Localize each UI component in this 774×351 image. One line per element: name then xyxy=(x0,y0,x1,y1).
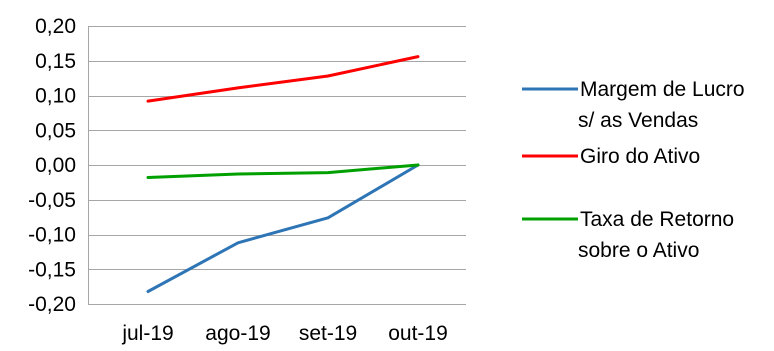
x-tick-label: jul-19 xyxy=(121,322,173,345)
legend-label: sobre o Ativo xyxy=(578,239,699,262)
x-tick-label: ago-19 xyxy=(205,322,270,345)
legend-label: Giro do Ativo xyxy=(580,145,700,168)
legend-label: Taxa de Retorno xyxy=(580,208,734,231)
y-tick-label: 0,05 xyxy=(35,119,76,142)
y-tick-label: 0,10 xyxy=(35,85,76,108)
y-tick-label: -0,15 xyxy=(28,258,76,281)
series-group xyxy=(146,55,420,293)
y-tick-label: -0,10 xyxy=(28,224,76,247)
y-tick-label: -0,05 xyxy=(28,189,76,212)
legend-label: s/ as Vendas xyxy=(578,109,698,132)
y-axis: 0,20 0,15 0,10 0,05 0,00 -0,05 -0,10 -0,15 -0,20 xyxy=(28,15,89,316)
legend-label: Margem de Lucro xyxy=(580,78,745,101)
x-axis: jul-19 ago-19 set-19 out-19 xyxy=(121,322,447,345)
y-tick-label: 0,15 xyxy=(35,50,76,73)
x-tick-label: out-19 xyxy=(388,322,448,345)
series-line-3 xyxy=(146,163,420,179)
y-tick-label: 0,20 xyxy=(35,15,76,38)
x-tick-label: set-19 xyxy=(299,322,357,345)
y-tick-label: 0,00 xyxy=(35,154,76,177)
y-tick-label: -0,20 xyxy=(28,293,76,316)
legend: Margem de Lucro s/ as Vendas Giro do Ativo… xyxy=(522,78,745,262)
series-line-2 xyxy=(146,55,420,103)
grid xyxy=(88,26,466,305)
series-line-1 xyxy=(146,163,420,293)
